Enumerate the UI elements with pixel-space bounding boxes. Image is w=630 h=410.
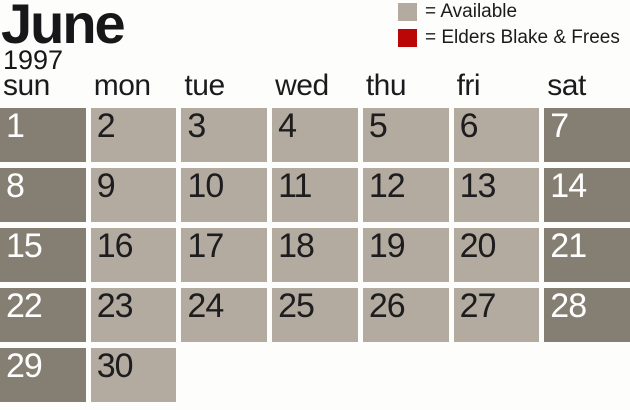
weekday-header-sat: sat	[547, 69, 586, 102]
weekday-header-wed: wed	[275, 69, 329, 102]
day-cell-1[interactable]: 1	[0, 108, 86, 162]
day-cell-8[interactable]: 8	[0, 168, 86, 222]
day-cell-14[interactable]: 14	[544, 168, 630, 222]
legend: = Available = Elders Blake & Frees	[398, 1, 620, 49]
weekday-header-thu: thu	[365, 69, 407, 102]
day-cell-24[interactable]: 24	[181, 288, 268, 342]
day-cell-21[interactable]: 21	[544, 228, 630, 282]
legend-label-elders: = Elders Blake & Frees	[425, 27, 620, 48]
day-cell-12[interactable]: 12	[362, 168, 449, 222]
day-cell-25[interactable]: 25	[272, 288, 358, 342]
day-cell-29[interactable]: 29	[0, 348, 86, 402]
day-cell-15[interactable]: 15	[0, 228, 86, 282]
day-cell-16[interactable]: 16	[90, 228, 177, 282]
day-cell-2[interactable]: 2	[90, 108, 177, 162]
weekday-header-mon: mon	[93, 69, 151, 102]
day-cell-20[interactable]: 20	[453, 228, 540, 282]
day-cell-10[interactable]: 10	[181, 168, 268, 222]
day-cell-11[interactable]: 11	[272, 168, 358, 222]
day-cell-28[interactable]: 28	[544, 288, 630, 342]
weekday-header-tue: tue	[184, 69, 225, 102]
day-cell-13[interactable]: 13	[453, 168, 540, 222]
day-cell-5[interactable]: 5	[362, 108, 449, 162]
day-cell-27[interactable]: 27	[453, 288, 540, 342]
reserved-swatch-icon	[398, 29, 417, 47]
day-cell-22[interactable]: 22	[0, 288, 86, 342]
available-swatch-icon	[398, 3, 417, 21]
day-cell-18[interactable]: 18	[272, 228, 358, 282]
day-cell-23[interactable]: 23	[90, 288, 177, 342]
day-cell-9[interactable]: 9	[90, 168, 177, 222]
legend-item-elders: = Elders Blake & Frees	[398, 27, 620, 49]
legend-label-available: = Available	[425, 1, 518, 22]
day-cell-3[interactable]: 3	[181, 108, 268, 162]
day-cell-7[interactable]: 7	[544, 108, 630, 162]
legend-item-available: = Available	[398, 1, 620, 23]
weekday-header-sun: sun	[3, 69, 50, 102]
weekday-header-fri: fri	[456, 69, 481, 102]
year-label: 1997	[3, 45, 64, 75]
calendar-grid: 1 2 3 4 5 6 7 8 9 10 11 12 13 14 15 16 17 18 19 20 21 22 23 24 2…	[0, 108, 630, 402]
day-cell-19[interactable]: 19	[362, 228, 449, 282]
day-cell-26[interactable]: 26	[362, 288, 449, 342]
day-cell-6[interactable]: 6	[453, 108, 540, 162]
day-cell-4[interactable]: 4	[272, 108, 358, 162]
day-cell-30[interactable]: 30	[90, 348, 177, 402]
day-cell-17[interactable]: 17	[181, 228, 268, 282]
month-title: June	[1, 0, 126, 55]
weekday-header-row: sun mon tue wed thu fri sat	[0, 71, 630, 101]
